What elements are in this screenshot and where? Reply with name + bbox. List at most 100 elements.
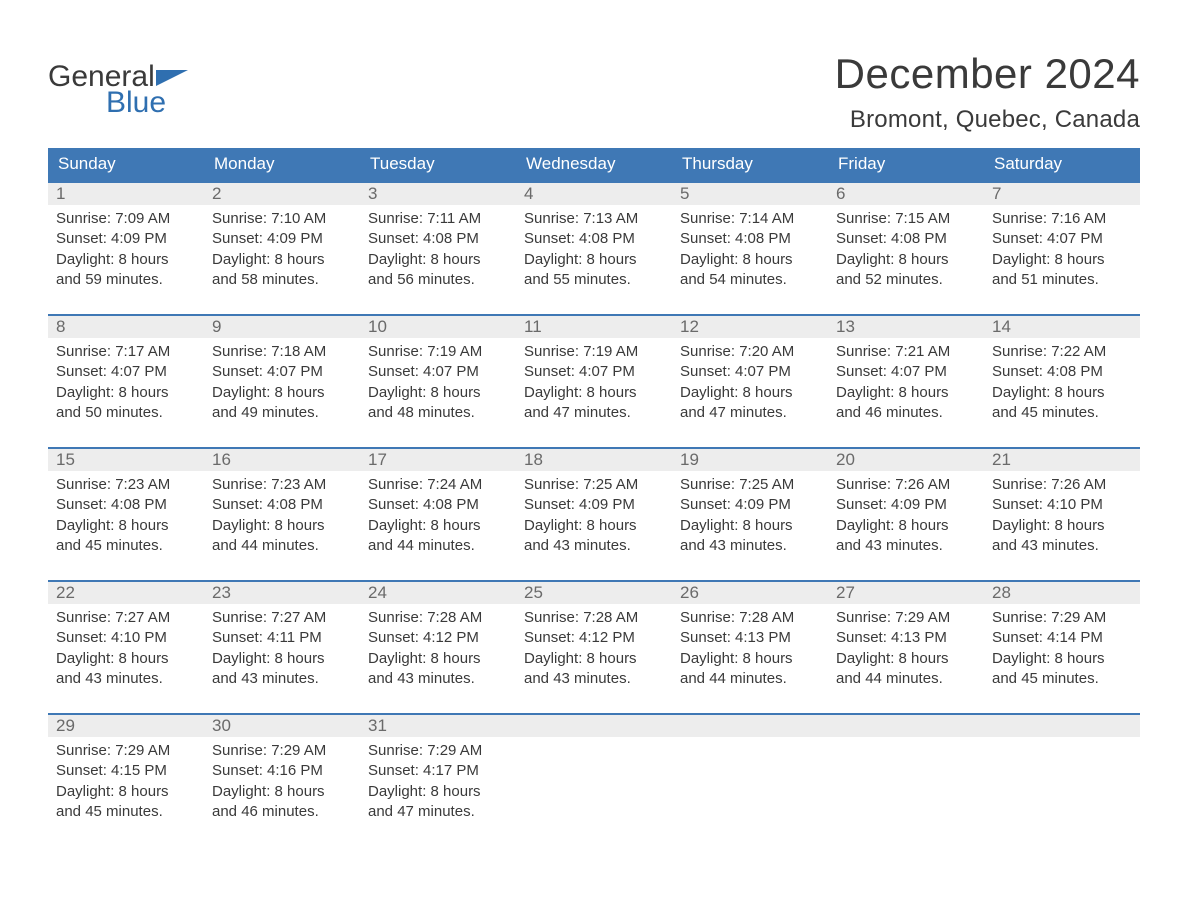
sunrise-line: Sunrise: 7:17 AM [56,342,196,362]
weeks-container: 1234567Sunrise: 7:09 AMSunset: 4:09 PMDa… [48,181,1140,846]
daylight-line-2: and 43 minutes. [836,536,976,556]
sunset-line: Sunset: 4:09 PM [56,229,196,249]
sunrise-line: Sunrise: 7:24 AM [368,475,508,495]
day-info: Sunrise: 7:15 AMSunset: 4:08 PMDaylight:… [828,205,984,290]
daylight-line-1: Daylight: 8 hours [56,516,196,536]
day-number: 27 [828,582,984,604]
daylight-line-1: Daylight: 8 hours [992,649,1132,669]
day-info: Sunrise: 7:28 AMSunset: 4:12 PMDaylight:… [360,604,516,689]
day-number-row: 293031 [48,715,1140,737]
daylight-line-1: Daylight: 8 hours [836,516,976,536]
sunset-line: Sunset: 4:07 PM [212,362,352,382]
sunrise-line: Sunrise: 7:29 AM [368,741,508,761]
day-info-row: Sunrise: 7:27 AMSunset: 4:10 PMDaylight:… [48,604,1140,713]
location-subtitle: Bromont, Quebec, Canada [835,106,1140,134]
day-info: Sunrise: 7:16 AMSunset: 4:07 PMDaylight:… [984,205,1140,290]
daylight-line-2: and 44 minutes. [368,536,508,556]
day-of-week-header-row: Sunday Monday Tuesday Wednesday Thursday… [48,148,1140,181]
day-number: 8 [48,316,204,338]
daylight-line-2: and 43 minutes. [212,669,352,689]
day-number: 1 [48,183,204,205]
day-info-row: Sunrise: 7:23 AMSunset: 4:08 PMDaylight:… [48,471,1140,580]
sunrise-line: Sunrise: 7:18 AM [212,342,352,362]
day-number: 10 [360,316,516,338]
day-number: 31 [360,715,516,737]
day-info: Sunrise: 7:29 AMSunset: 4:14 PMDaylight:… [984,604,1140,689]
dow-sunday: Sunday [48,148,204,181]
sunrise-line: Sunrise: 7:29 AM [212,741,352,761]
sunset-line: Sunset: 4:11 PM [212,628,352,648]
sunrise-line: Sunrise: 7:10 AM [212,209,352,229]
daylight-line-2: and 52 minutes. [836,270,976,290]
day-number-row: 15161718192021 [48,449,1140,471]
daylight-line-2: and 58 minutes. [212,270,352,290]
daylight-line-2: and 43 minutes. [992,536,1132,556]
day-number: 2 [204,183,360,205]
day-number: 5 [672,183,828,205]
sunrise-line: Sunrise: 7:23 AM [212,475,352,495]
day-number: 22 [48,582,204,604]
day-info: Sunrise: 7:22 AMSunset: 4:08 PMDaylight:… [984,338,1140,423]
daylight-line-2: and 43 minutes. [524,669,664,689]
sunset-line: Sunset: 4:08 PM [524,229,664,249]
sunrise-line: Sunrise: 7:25 AM [524,475,664,495]
day-number: 15 [48,449,204,471]
sunset-line: Sunset: 4:07 PM [368,362,508,382]
daylight-line-2: and 43 minutes. [56,669,196,689]
sunrise-line: Sunrise: 7:16 AM [992,209,1132,229]
sunrise-line: Sunrise: 7:25 AM [680,475,820,495]
sunset-line: Sunset: 4:10 PM [56,628,196,648]
day-number: 18 [516,449,672,471]
daylight-line-2: and 45 minutes. [992,403,1132,423]
day-info: Sunrise: 7:21 AMSunset: 4:07 PMDaylight:… [828,338,984,423]
daylight-line-2: and 47 minutes. [524,403,664,423]
day-number-row: 1234567 [48,183,1140,205]
daylight-line-1: Daylight: 8 hours [680,649,820,669]
week-block: 1234567Sunrise: 7:09 AMSunset: 4:09 PMDa… [48,181,1140,314]
day-number: 29 [48,715,204,737]
daylight-line-2: and 47 minutes. [680,403,820,423]
day-number: 13 [828,316,984,338]
daylight-line-1: Daylight: 8 hours [992,383,1132,403]
dow-tuesday: Tuesday [360,148,516,181]
daylight-line-1: Daylight: 8 hours [524,516,664,536]
daylight-line-1: Daylight: 8 hours [212,782,352,802]
day-number: 30 [204,715,360,737]
daylight-line-2: and 51 minutes. [992,270,1132,290]
daylight-line-1: Daylight: 8 hours [992,516,1132,536]
daylight-line-1: Daylight: 8 hours [368,782,508,802]
daylight-line-2: and 49 minutes. [212,403,352,423]
sunset-line: Sunset: 4:08 PM [212,495,352,515]
sunrise-line: Sunrise: 7:19 AM [368,342,508,362]
calendar-grid: Sunday Monday Tuesday Wednesday Thursday… [48,148,1140,846]
sunset-line: Sunset: 4:14 PM [992,628,1132,648]
day-number: 6 [828,183,984,205]
sunset-line: Sunset: 4:08 PM [368,495,508,515]
day-info: Sunrise: 7:26 AMSunset: 4:09 PMDaylight:… [828,471,984,556]
day-number-row: 22232425262728 [48,582,1140,604]
day-info: Sunrise: 7:27 AMSunset: 4:10 PMDaylight:… [48,604,204,689]
day-number: 21 [984,449,1140,471]
day-number: 26 [672,582,828,604]
daylight-line-1: Daylight: 8 hours [212,649,352,669]
daylight-line-1: Daylight: 8 hours [212,516,352,536]
week-block: 293031Sunrise: 7:29 AMSunset: 4:15 PMDay… [48,713,1140,846]
day-info-row: Sunrise: 7:29 AMSunset: 4:15 PMDaylight:… [48,737,1140,846]
day-number: 25 [516,582,672,604]
daylight-line-1: Daylight: 8 hours [368,250,508,270]
sunrise-line: Sunrise: 7:22 AM [992,342,1132,362]
daylight-line-2: and 44 minutes. [212,536,352,556]
page-header: General Blue December 2024 Bromont, Queb… [48,50,1140,134]
daylight-line-2: and 46 minutes. [836,403,976,423]
day-info: Sunrise: 7:29 AMSunset: 4:16 PMDaylight:… [204,737,360,822]
sunset-line: Sunset: 4:16 PM [212,761,352,781]
sunrise-line: Sunrise: 7:21 AM [836,342,976,362]
sunset-line: Sunset: 4:09 PM [524,495,664,515]
day-number [984,715,1140,737]
day-info: Sunrise: 7:26 AMSunset: 4:10 PMDaylight:… [984,471,1140,556]
sunset-line: Sunset: 4:07 PM [524,362,664,382]
sunset-line: Sunset: 4:09 PM [212,229,352,249]
sunrise-line: Sunrise: 7:14 AM [680,209,820,229]
dow-monday: Monday [204,148,360,181]
day-number: 28 [984,582,1140,604]
